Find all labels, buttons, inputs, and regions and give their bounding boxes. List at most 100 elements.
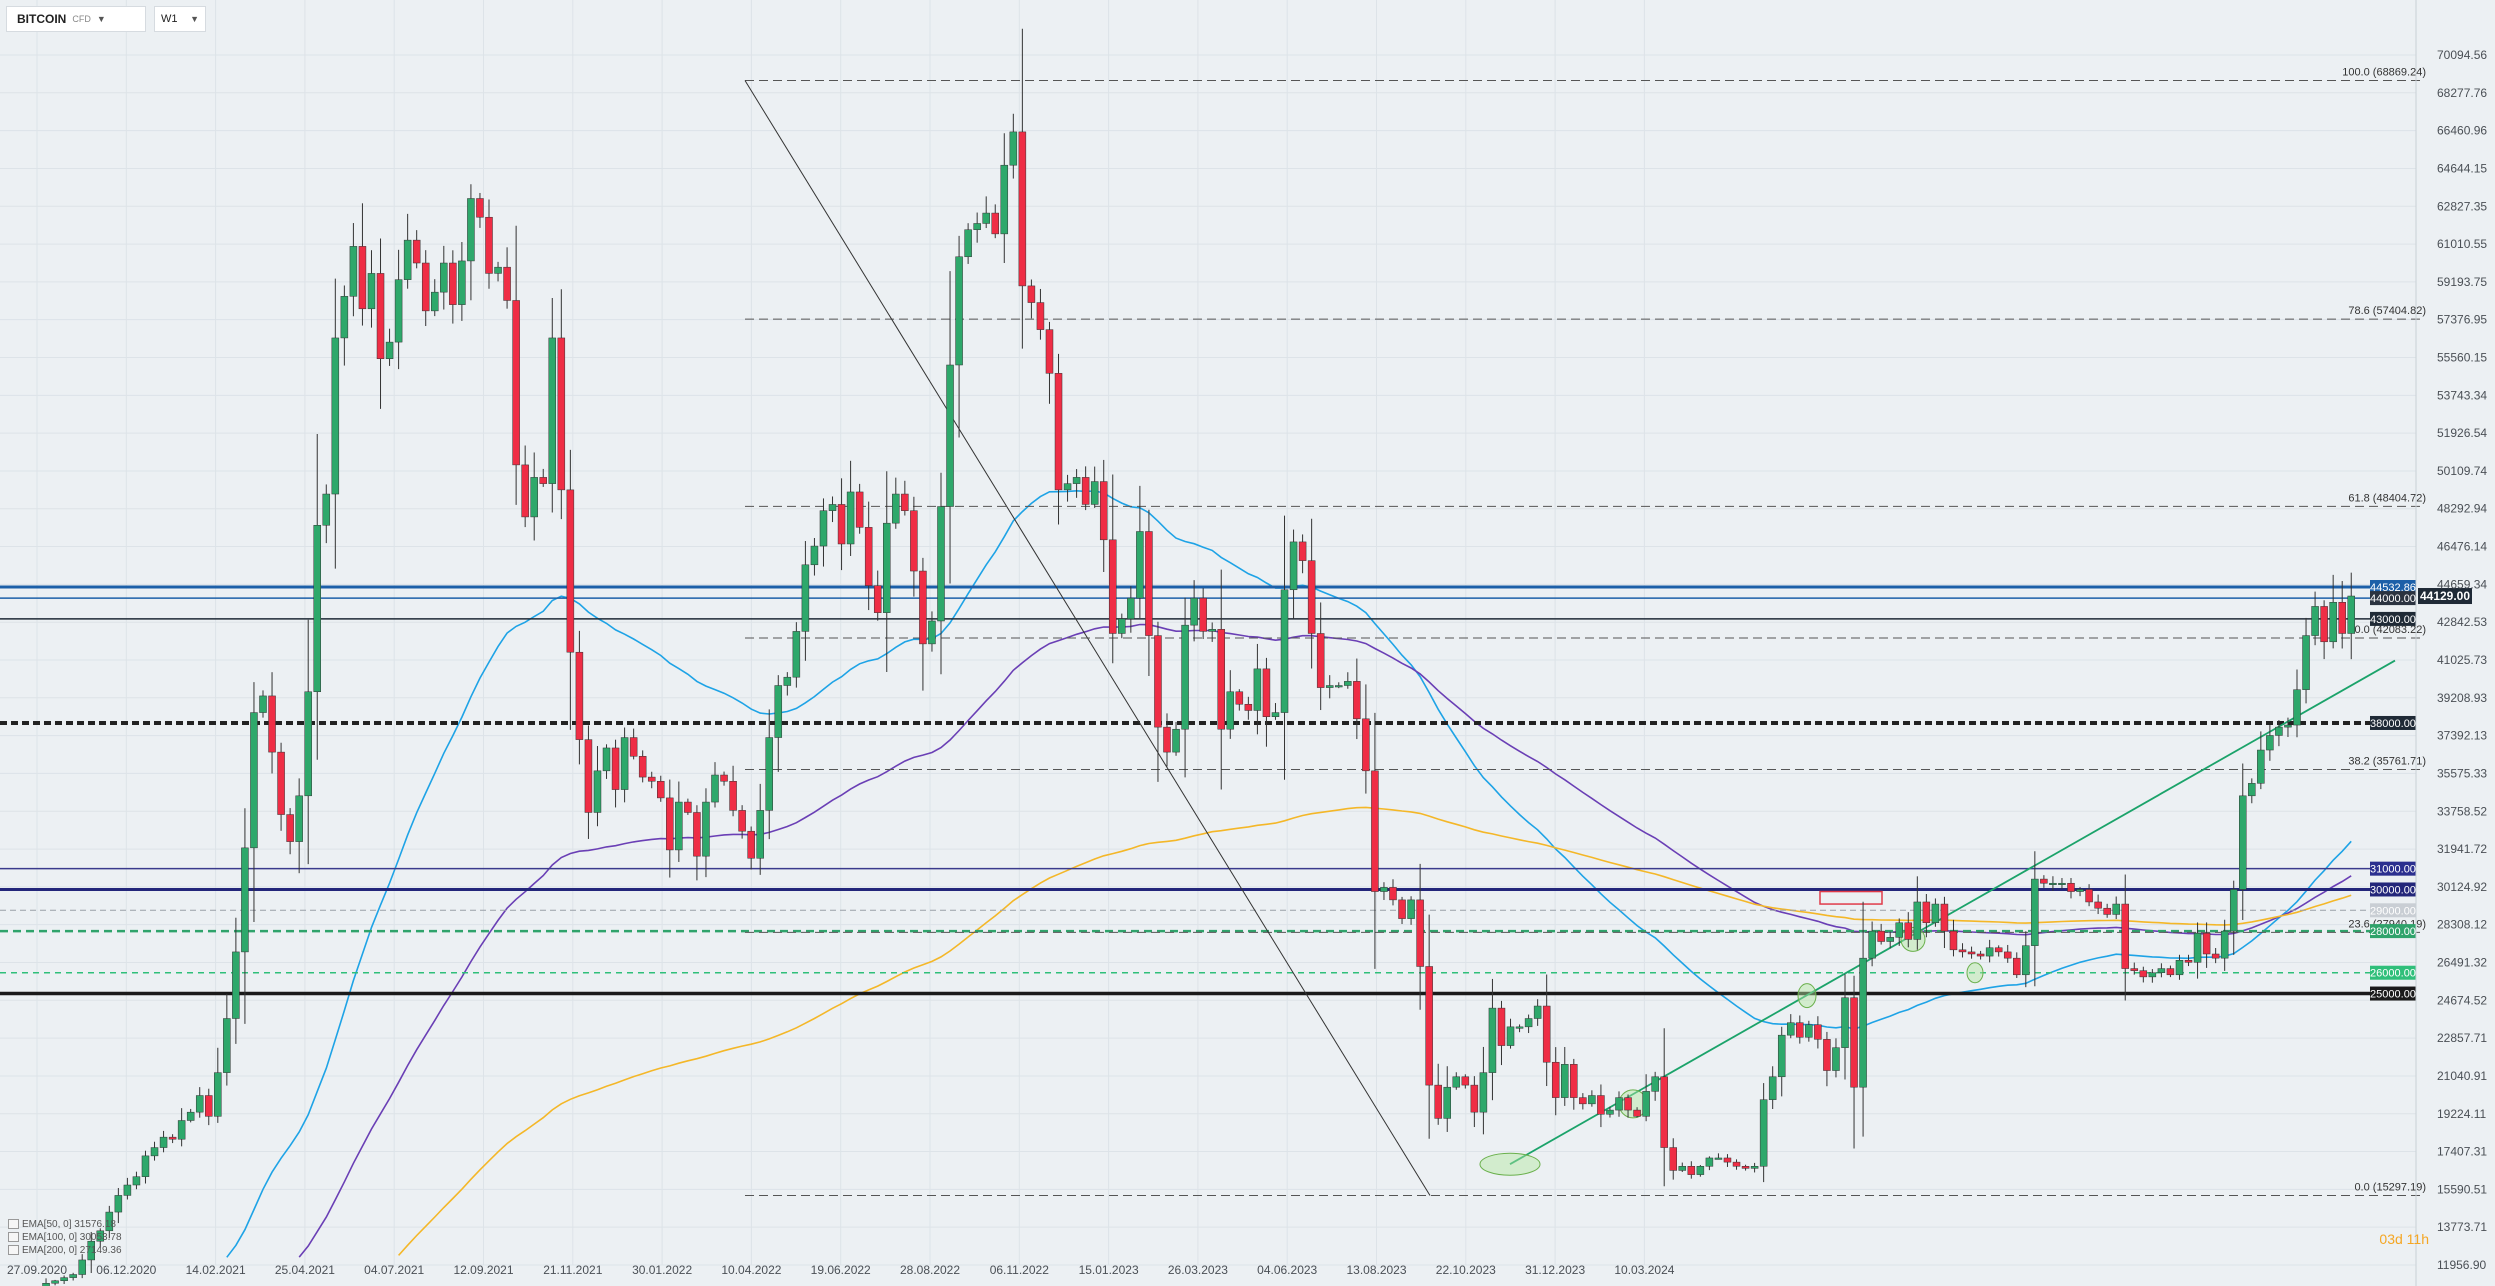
candle [2229, 880, 2238, 955]
candle [1054, 353, 1063, 525]
settings-icon[interactable] [8, 1219, 19, 1230]
candle [449, 250, 457, 324]
candle [2347, 572, 2355, 660]
candle [2049, 876, 2057, 892]
candle [322, 484, 331, 544]
candle [1750, 1162, 1759, 1173]
ema-100-line[interactable] [298, 623, 2352, 1258]
svg-text:31000.00: 31000.00 [2370, 864, 2416, 876]
svg-text:29000.00: 29000.00 [2370, 905, 2416, 917]
svg-text:44532.86: 44532.86 [2370, 582, 2416, 594]
candle [412, 230, 421, 269]
candle [78, 1254, 86, 1279]
y-tick-label: 64644.15 [2437, 161, 2487, 175]
zone-rectangle[interactable] [1819, 890, 1883, 905]
candle [1958, 943, 1967, 958]
candle [1081, 466, 1090, 511]
candle [2311, 591, 2319, 646]
y-tick-label: 26491.32 [2437, 955, 2487, 969]
horizontal-levels[interactable] [0, 585, 2416, 996]
level-price-label: 25000.00 [2370, 986, 2416, 1001]
touch-marker[interactable] [1479, 1152, 1541, 1176]
candle [2130, 962, 2139, 975]
candle [1642, 1074, 1650, 1122]
x-tick-label: 04.06.2023 [1257, 1263, 1317, 1277]
candle [1253, 643, 1262, 735]
candle [132, 1171, 141, 1190]
candle [1768, 1066, 1777, 1110]
y-tick-label: 28308.12 [2437, 918, 2487, 932]
candle [1814, 1016, 1822, 1049]
candle [494, 261, 502, 282]
candle [123, 1177, 132, 1200]
candle [982, 196, 990, 229]
candle [1009, 113, 1018, 179]
candle [1787, 1014, 1795, 1039]
timeframe-selector[interactable]: W1 ▼ [154, 6, 206, 32]
candle [1416, 863, 1424, 1010]
candle [2320, 600, 2328, 660]
touch-marker[interactable] [1966, 962, 1984, 984]
candle [1000, 133, 1009, 264]
candle [1913, 876, 1922, 950]
symbol-name: BITCOIN [17, 12, 67, 26]
candle [991, 204, 999, 239]
symbol-selector[interactable]: BITCOIN CFD ▼ [6, 6, 146, 32]
drawing-objects[interactable]: 100.0 (68869.24) 78.6 (57404.82) 61.8 (484… [744, 67, 2426, 1196]
candle [1154, 621, 1162, 782]
candle [675, 781, 683, 862]
candle [195, 1087, 204, 1118]
fib-anchor-line[interactable] [744, 80, 1431, 1196]
candle [883, 471, 891, 673]
candle [684, 798, 692, 815]
candle [910, 496, 918, 597]
y-tick-label: 35575.33 [2437, 766, 2487, 780]
x-tick-label: 19.06.2022 [811, 1263, 871, 1277]
fib-label: 61.8 (48404.72) [2348, 492, 2426, 504]
candle [2040, 875, 2048, 888]
y-tick-label: 57376.95 [2437, 313, 2487, 327]
x-tick-label: 13.08.2023 [1346, 1263, 1406, 1277]
candle [2266, 725, 2274, 761]
candle [205, 1088, 213, 1126]
candle [602, 744, 611, 779]
candle [864, 501, 873, 611]
svg-text:44000.00: 44000.00 [2370, 593, 2416, 605]
candle [1145, 509, 1153, 676]
candle [313, 434, 321, 760]
indicator-ema-50[interactable]: EMA[50, 0] 31576.18 [8, 1218, 122, 1231]
svg-text:43000.00: 43000.00 [2370, 614, 2416, 626]
candle [141, 1150, 150, 1184]
candle [1985, 939, 1994, 963]
touch-marker[interactable] [1797, 983, 1817, 1009]
candle [774, 675, 783, 772]
settings-icon[interactable] [8, 1232, 19, 1243]
candle [2076, 887, 2084, 897]
x-tick-label: 06.12.2020 [96, 1263, 156, 1277]
candle [638, 750, 647, 783]
y-tick-label: 50109.74 [2437, 464, 2487, 478]
candle [2094, 894, 2102, 915]
candle [1551, 1047, 1560, 1116]
candle [693, 805, 701, 881]
indicator-ema-200[interactable]: EMA[200, 0] 27149.36 [8, 1244, 122, 1257]
candle [485, 199, 493, 289]
candle [1931, 898, 1940, 927]
candle [720, 771, 728, 786]
candle [539, 468, 547, 487]
candle [223, 993, 231, 1086]
candle [1741, 1164, 1750, 1171]
candle [2175, 954, 2184, 980]
candle [358, 203, 367, 326]
candle [1316, 602, 1325, 711]
x-tick-label: 27.09.2020 [7, 1263, 67, 1277]
candle [1136, 485, 1144, 618]
level-price-label: 44000.00 [2370, 591, 2416, 606]
candle [1425, 914, 1433, 1139]
indicator-ema-100[interactable]: EMA[100, 0] 30053.78 [8, 1231, 122, 1244]
candle [1109, 474, 1117, 664]
candle [647, 771, 656, 789]
candle [1163, 713, 1171, 767]
settings-icon[interactable] [8, 1245, 19, 1256]
